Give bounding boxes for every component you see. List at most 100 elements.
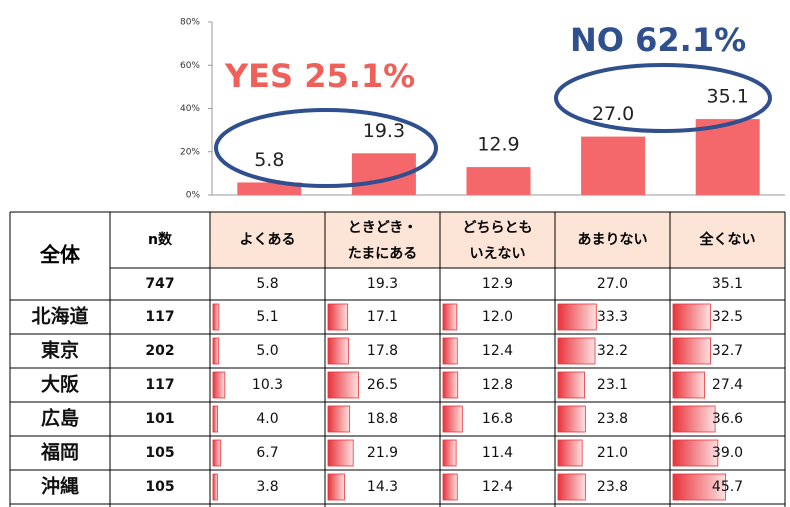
header-label: ときどき・: [348, 220, 418, 236]
cell-text: 5.1: [256, 309, 278, 325]
data-label: 35.1: [707, 86, 749, 108]
highlight-ellipse: [554, 63, 772, 133]
cell-text: 福岡: [40, 441, 79, 464]
cell-text: 32.7: [712, 343, 743, 359]
cell-text: 21.9: [367, 445, 398, 461]
cell-text: 17.8: [367, 343, 398, 359]
cell-text: 北海道: [31, 305, 88, 328]
cell-bar: [212, 473, 218, 501]
cell-bar: [557, 405, 586, 433]
cell-text: 32.2: [597, 343, 628, 359]
cell-text: 39.0: [712, 445, 743, 461]
data-label: 19.3: [363, 120, 405, 142]
bar: [581, 136, 646, 195]
data-label: 27.0: [592, 103, 634, 125]
header-cell: [440, 212, 555, 268]
cell-text: 6.7: [256, 445, 278, 461]
cell-bar: [557, 371, 585, 399]
cell-text: 5.8: [256, 276, 278, 292]
cell-text: 202: [145, 343, 174, 359]
cell-text: 4.0: [256, 411, 278, 427]
cell-bar: [327, 371, 359, 399]
cell-text: 12.4: [482, 343, 513, 359]
cell-text: 17.1: [367, 309, 398, 325]
header-label: 全体: [39, 243, 81, 267]
highlight-ellipse: [214, 108, 438, 188]
cell-text: 沖縄: [41, 475, 79, 498]
cell-text: 32.5: [712, 309, 743, 325]
cell-bar: [327, 303, 349, 331]
cell-bar: [672, 337, 712, 365]
cell-text: 16.8: [482, 411, 513, 427]
header-label: いえない: [470, 246, 526, 262]
cell-text: 45.7: [712, 479, 743, 495]
cell-text: 33.3: [597, 309, 628, 325]
cell-text: 12.8: [482, 377, 513, 393]
cell-bar: [212, 371, 226, 399]
cell-bar: [557, 337, 596, 365]
cell-text: 東京: [41, 339, 79, 362]
cell-bar: [672, 439, 719, 467]
cell-text: 大阪: [41, 373, 80, 396]
cell-bar: [557, 303, 597, 331]
cell-text: 27.4: [712, 377, 743, 393]
header-label: どちらとも: [463, 220, 533, 236]
cell-bar: [672, 371, 705, 399]
cell-text: 広島: [41, 407, 79, 430]
cell-bar: [442, 303, 458, 331]
cell-text: 3.8: [256, 479, 278, 495]
cell-text: 5.0: [256, 343, 278, 359]
cell-bar: [557, 473, 586, 501]
cell-bar: [212, 303, 220, 331]
cell-text: 27.0: [597, 276, 628, 292]
cell-text: 23.1: [597, 377, 628, 393]
cell-bar: [672, 303, 711, 331]
data-label: 5.8: [254, 149, 284, 171]
header-label: 全くない: [699, 231, 756, 248]
cell-bar: [557, 439, 583, 467]
cell-text: 11.4: [482, 445, 513, 461]
bar: [466, 167, 531, 195]
cell-text: 117: [145, 309, 174, 325]
header-label: たまにある: [348, 246, 418, 262]
annotation: YES 25.1%: [224, 57, 415, 95]
cell-text: 10.3: [252, 377, 283, 393]
header-label: よくある: [240, 232, 296, 248]
cell-text: 105: [145, 445, 174, 461]
bar: [237, 182, 302, 195]
cell-bar: [442, 371, 459, 399]
y-tick-label: 60%: [180, 61, 200, 71]
header-cell: [555, 212, 670, 268]
y-tick-label: 40%: [180, 104, 200, 114]
header-cell: [670, 212, 785, 268]
cell-text: 18.8: [367, 411, 398, 427]
cell-text: 12.4: [482, 479, 513, 495]
cell-bar: [672, 405, 716, 433]
cell-bar: [442, 439, 457, 467]
cell-text: 105: [145, 479, 174, 495]
cell-text: 36.6: [712, 411, 743, 427]
cell-bar: [442, 337, 458, 365]
cell-bar: [442, 405, 463, 433]
y-tick-label: 80%: [180, 18, 200, 28]
cell-text: 12.9: [482, 276, 513, 292]
cell-text: 23.8: [597, 411, 628, 427]
cell-text: 19.3: [367, 276, 398, 292]
data-label: 12.9: [477, 134, 519, 156]
cell-text: 21.0: [597, 445, 628, 461]
bar: [695, 119, 760, 195]
cell-bar: [442, 473, 458, 501]
header-cell: [210, 212, 325, 268]
cell-text: 117: [145, 377, 174, 393]
annotation: NO 62.1%: [570, 21, 746, 59]
cell-bar: [327, 473, 345, 501]
cell-bar: [212, 439, 222, 467]
cell-text: 26.5: [367, 377, 398, 393]
cell-text: 747: [145, 276, 174, 292]
y-tick-label: 20%: [180, 147, 200, 157]
header-label: あまりない: [578, 232, 648, 248]
cell-bar: [327, 405, 351, 433]
cell-text: 12.0: [482, 309, 513, 325]
cell-bar: [327, 337, 349, 365]
